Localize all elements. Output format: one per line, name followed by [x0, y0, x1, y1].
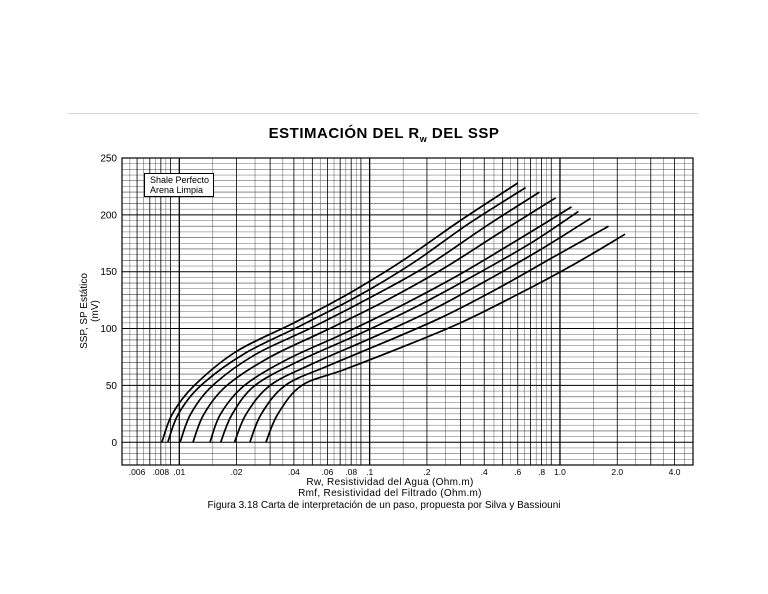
series-line-5	[209, 206, 572, 443]
x-tick-label: 4.0	[669, 467, 681, 477]
series-line-9	[265, 233, 626, 443]
top-divider	[68, 113, 698, 114]
x-tick-labels: .006 .008.01 .02 .04 .06 .08 .1 .2 .4 .6 .8 1.0 2.0 4…	[129, 467, 681, 477]
chart-title: ESTIMACIÓN DEL Rw DEL SSP	[0, 125, 768, 144]
figure-caption: Figura 3.18 Carta de interpretación de u…	[207, 500, 561, 511]
chart-title-end: DEL SSP	[427, 125, 500, 142]
x-tick-label: 1.0	[554, 467, 566, 477]
x-tick-label: 2.0	[611, 467, 623, 477]
x-tick-label: .2	[423, 467, 430, 477]
series-line-3	[179, 191, 540, 443]
y-tick-label: 150	[100, 267, 117, 278]
y-tick-label: 250	[100, 154, 117, 165]
grid-minor	[122, 158, 693, 466]
legend-line-1: Shale Perfecto	[150, 175, 210, 185]
x-tick-label: .08	[345, 467, 357, 477]
y-tick-label: 50	[106, 381, 118, 392]
series-line-1	[161, 182, 519, 443]
chart-title-subscript: w	[419, 134, 428, 144]
x-tick-label: .8	[538, 467, 545, 477]
series-line-4	[192, 197, 557, 443]
x-tick-label: .008	[153, 467, 170, 477]
series-line-7	[233, 217, 592, 443]
y-tick-label: 0	[111, 438, 117, 449]
series-line-8	[249, 225, 609, 443]
legend-line-2: Arena Limpia	[150, 185, 204, 195]
x-tick-label: .02	[231, 467, 243, 477]
x-tick-label: .01	[173, 467, 185, 477]
chart-title-main: ESTIMACIÓN DEL R	[268, 125, 420, 142]
x-tick-label: .4	[481, 467, 488, 477]
y-tick-label: 100	[100, 324, 117, 335]
legend: Shale Perfecto Arena Limpia	[144, 173, 215, 197]
series-line-6	[219, 210, 579, 443]
y-axis-label: SSP, SP Estático (mV)	[79, 273, 101, 349]
plot-frame	[121, 157, 694, 466]
x-tick-label: .04	[288, 467, 300, 477]
series-layer	[161, 182, 626, 443]
x-tick-label: .6	[514, 467, 521, 477]
x-axis-label-rw: Rw, Resistividad del Agua (Ohm.m)	[306, 477, 474, 488]
x-axis-label-rmf: Rmf, Resistividad del Filtrado (Ohm.m)	[298, 488, 482, 499]
series-line-2	[166, 186, 527, 443]
y-tick-label: 200	[100, 210, 117, 221]
y-tick-labels: 0 50 100 150 200 250	[100, 154, 117, 449]
x-tick-label: .06	[321, 467, 333, 477]
x-tick-label: .006	[129, 467, 146, 477]
x-tick-label: .1	[366, 467, 373, 477]
